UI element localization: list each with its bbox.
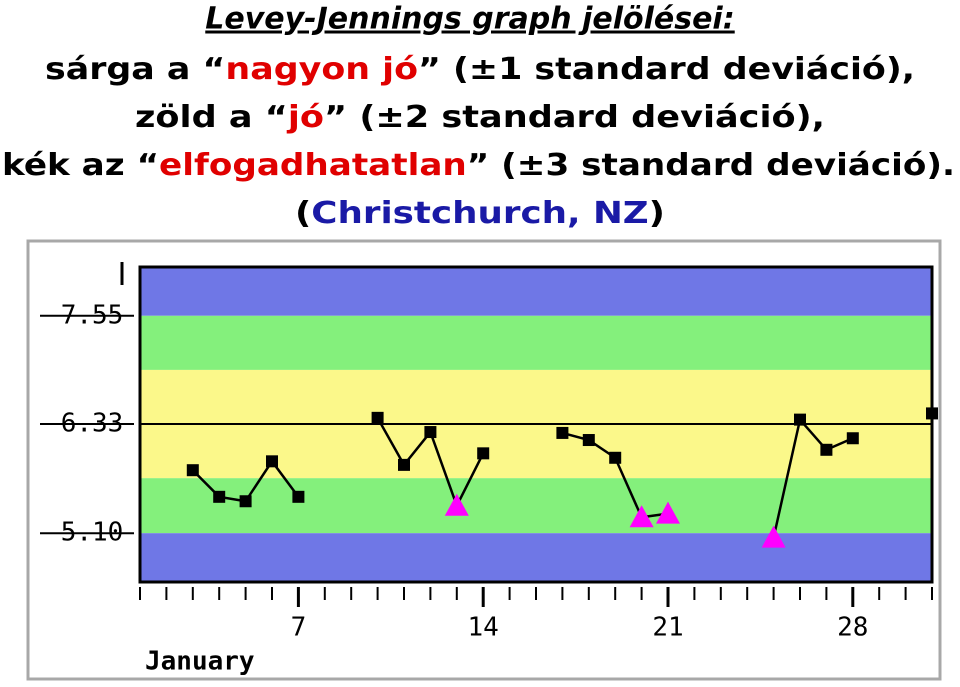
header-segment: ( bbox=[295, 196, 311, 231]
qc-point bbox=[926, 407, 938, 420]
qc-point bbox=[213, 490, 226, 503]
header-segment: sárga a “ bbox=[45, 52, 225, 87]
header-line: sárga a “nagyon jó” (±1 standard deviáci… bbox=[45, 52, 915, 87]
qc-point bbox=[609, 451, 622, 464]
qc-point bbox=[582, 434, 595, 447]
header-segment: ) bbox=[649, 196, 665, 231]
header-line: zöld a “jó” (±2 standard deviáció), bbox=[135, 100, 825, 135]
x-tick-label: 21 bbox=[652, 613, 683, 643]
qc-point bbox=[424, 426, 437, 439]
x-tick-label: 28 bbox=[837, 613, 868, 643]
sd-band bbox=[140, 267, 932, 316]
qc-point bbox=[186, 464, 199, 477]
qc-point bbox=[794, 413, 806, 426]
qc-point bbox=[477, 447, 490, 460]
header-segment: jó bbox=[287, 100, 324, 135]
header-segment: kék az “ bbox=[2, 148, 159, 183]
qc-point bbox=[846, 432, 859, 445]
flagged-point bbox=[444, 493, 469, 516]
plot-border bbox=[138, 265, 934, 584]
flagged-point bbox=[629, 505, 654, 528]
x-axis-label: January bbox=[145, 647, 255, 677]
qc-point bbox=[556, 426, 569, 439]
header-segment: ” (±2 standard deviáció), bbox=[324, 100, 825, 135]
header-segment: ” (±3 standard deviáció). bbox=[467, 148, 955, 183]
x-tick-label: 14 bbox=[468, 613, 499, 643]
sd-band bbox=[140, 533, 932, 582]
qc-point bbox=[398, 458, 410, 471]
header-segment: Christchurch, NZ bbox=[311, 196, 648, 231]
header-line: (Christchurch, NZ) bbox=[295, 196, 665, 231]
x-tick-label: 7 bbox=[291, 613, 307, 643]
qc-point bbox=[239, 495, 252, 508]
header-segment: elfogadhatatlan bbox=[159, 148, 467, 183]
qc-point bbox=[266, 455, 278, 468]
qc-point bbox=[371, 411, 384, 424]
qc-point bbox=[820, 443, 833, 456]
header-line: kék az “elfogadhatatlan” (±3 standard de… bbox=[2, 148, 955, 183]
header-segment: ” (±1 standard deviáció), bbox=[418, 52, 915, 87]
header-title: Levey-Jennings graph jelölései: bbox=[205, 2, 734, 37]
qc-point bbox=[292, 490, 305, 503]
sd-band bbox=[140, 315, 932, 370]
flagged-point bbox=[761, 525, 786, 548]
flagged-point bbox=[656, 501, 680, 524]
sd-band bbox=[140, 478, 932, 534]
header-segment: nagyon jó bbox=[225, 52, 418, 87]
header-segment: zöld a “ bbox=[135, 100, 288, 135]
